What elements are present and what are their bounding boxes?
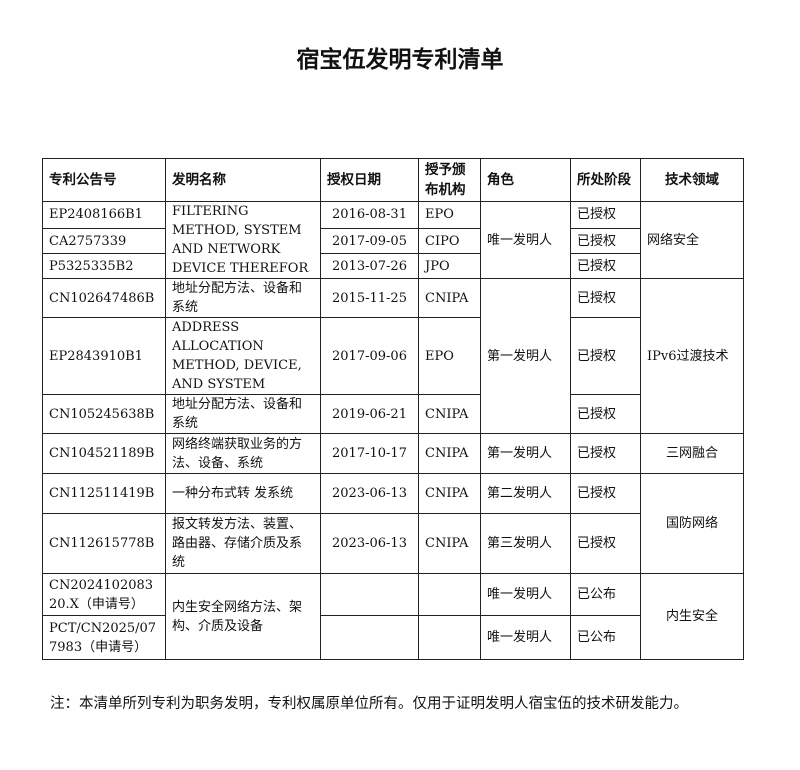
patent-number: CN104521189B [42, 433, 166, 474]
granting-office: CNIPA [418, 278, 481, 318]
invention-name: 报文转发方法、装置、路由器、存储介质及系统 [165, 513, 321, 574]
patent-stage: 已授权 [570, 394, 641, 434]
patent-number: CN102647486B [42, 278, 166, 318]
patent-stage: 已授权 [570, 227, 641, 255]
footnote: 注：本清单所列专利为职务发明，专利权属原单位所有。仅用于证明发明人宿宝伍的技术研… [50, 696, 688, 712]
technical-field: 内生安全 [640, 573, 744, 660]
patent-stage: 已授权 [570, 253, 641, 279]
table-row: EP2408166B1 FILTERING METHOD, SYSTEM AND … [42, 201, 744, 279]
column-header: 授予颁布机构 [418, 158, 481, 202]
patent-number: EP2843910B1 [42, 317, 166, 395]
patent-stage: 已授权 [570, 433, 641, 474]
invention-name: 地址分配方法、设备和系统 [165, 278, 321, 318]
patent-number: CN112511419B [42, 473, 166, 514]
column-header: 发明名称 [165, 158, 321, 202]
granting-office: CNIPA [418, 394, 481, 434]
patent-number: CA2757339 [42, 227, 166, 255]
invention-name: FILTERING METHOD, SYSTEM AND NETWORK DEV… [165, 201, 321, 279]
granting-office [418, 573, 481, 616]
inventor-role: 第一发明人 [480, 278, 571, 434]
grant-date: 2017-10-17 [320, 433, 419, 474]
granting-office: CNIPA [418, 473, 481, 514]
inventor-role: 第二发明人 [480, 473, 571, 514]
inventor-role: 唯一发明人 [480, 615, 571, 660]
grant-date [320, 573, 419, 616]
column-header: 技术领域 [640, 158, 744, 202]
table-row: CN105245638B 地址分配方法、设备和系统 2019-06-21 CNIPA 已… [42, 394, 744, 434]
grant-date [320, 615, 419, 660]
invention-name: 地址分配方法、设备和系统 [165, 394, 321, 434]
inventor-role: 第三发明人 [480, 513, 571, 574]
grant-date: 2019-06-21 [320, 394, 419, 434]
technical-field: 网络安全 [640, 201, 744, 279]
page-title: 宿宝伍发明专利清单 [296, 47, 504, 73]
patent-stage: 已授权 [570, 513, 641, 574]
granting-office: CNIPA [418, 513, 481, 574]
patent-stage: 已公布 [570, 615, 641, 660]
patent-table: 专利公告号 发明名称 授权日期 授予颁布机构 角色 所处阶段 技术领域 EP2408166B… [42, 158, 744, 660]
table-row: CN102647486B 地址分配方法、设备和系统 2015-11-25 CNIPA 第… [42, 278, 744, 434]
granting-office: CNIPA [418, 433, 481, 474]
inventor-role: 第一发明人 [480, 433, 571, 474]
technical-field: 国防网络 [640, 473, 744, 574]
grant-date: 2023-06-13 [320, 473, 419, 514]
column-header: 专利公告号 [42, 158, 166, 202]
technical-field: 三网融合 [640, 433, 744, 474]
patent-number: CN105245638B [42, 394, 166, 434]
table-row: CN112511419B 一种分布式转 发系统 2023-06-13 CNIPA 第二发… [42, 473, 744, 574]
inventor-role: 唯一发明人 [480, 573, 571, 616]
inventor-role: 唯一发明人 [480, 201, 571, 279]
table-row: PCT/CN2025/077983（申请号） 唯一发明人 已公布 [42, 615, 744, 660]
table-row: CN112615778B 报文转发方法、装置、路由器、存储介质及系统 2023-06… [42, 513, 744, 574]
patent-number: P5325335B2 [42, 253, 166, 279]
grant-date: 2015-11-25 [320, 278, 419, 318]
patent-stage: 已授权 [570, 278, 641, 318]
patent-number: PCT/CN2025/077983（申请号） [42, 615, 166, 660]
invention-name: ADDRESS ALLOCATION METHOD, DEVICE, AND S… [165, 317, 321, 395]
grant-date: 2013-07-26 [320, 253, 419, 279]
patent-number: EP2408166B1 [42, 201, 166, 229]
table-row: CN104521189B 网络终端获取业务的方法、设备、系统 2017-10-17 C… [42, 433, 744, 474]
patent-number: CN202410208320.X（申请号） [42, 573, 166, 616]
patent-stage: 已授权 [570, 473, 641, 514]
invention-name: 一种分布式转 发系统 [165, 473, 321, 514]
invention-name: 内生安全网络方法、架构、介质及设备 [165, 573, 321, 660]
table-row: P5325335B2 2013-07-26 JPO 已授权 [42, 253, 744, 279]
column-header: 角色 [480, 158, 571, 202]
grant-date: 2023-06-13 [320, 513, 419, 574]
patent-stage: 已授权 [570, 201, 641, 229]
patent-stage: 已授权 [570, 317, 641, 395]
invention-name: 网络终端获取业务的方法、设备、系统 [165, 433, 321, 474]
table-row: CA2757339 2017-09-05 CIPO 已授权 [42, 227, 744, 255]
granting-office [418, 615, 481, 660]
column-header: 所处阶段 [570, 158, 641, 202]
patent-number: CN112615778B [42, 513, 166, 574]
table-row: EP2843910B1 ADDRESS ALLOCATION METHOD, DE… [42, 317, 744, 395]
grant-date: 2016-08-31 [320, 201, 419, 229]
granting-office: JPO [418, 253, 481, 279]
grant-date: 2017-09-05 [320, 227, 419, 255]
grant-date: 2017-09-06 [320, 317, 419, 395]
patent-stage: 已公布 [570, 573, 641, 616]
granting-office: EPO [418, 317, 481, 395]
granting-office: CIPO [418, 227, 481, 255]
granting-office: EPO [418, 201, 481, 229]
column-header: 授权日期 [320, 158, 419, 202]
technical-field: IPv6过渡技术 [640, 278, 744, 434]
table-row: CN202410208320.X（申请号） 内生安全网络方法、架构、介质及设备 唯一… [42, 573, 744, 660]
